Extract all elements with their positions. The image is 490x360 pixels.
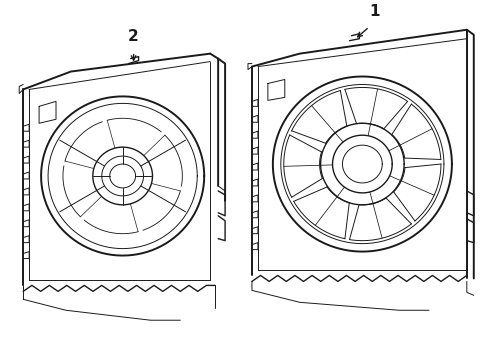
Text: 1: 1 xyxy=(369,4,380,19)
Text: 2: 2 xyxy=(128,29,139,44)
